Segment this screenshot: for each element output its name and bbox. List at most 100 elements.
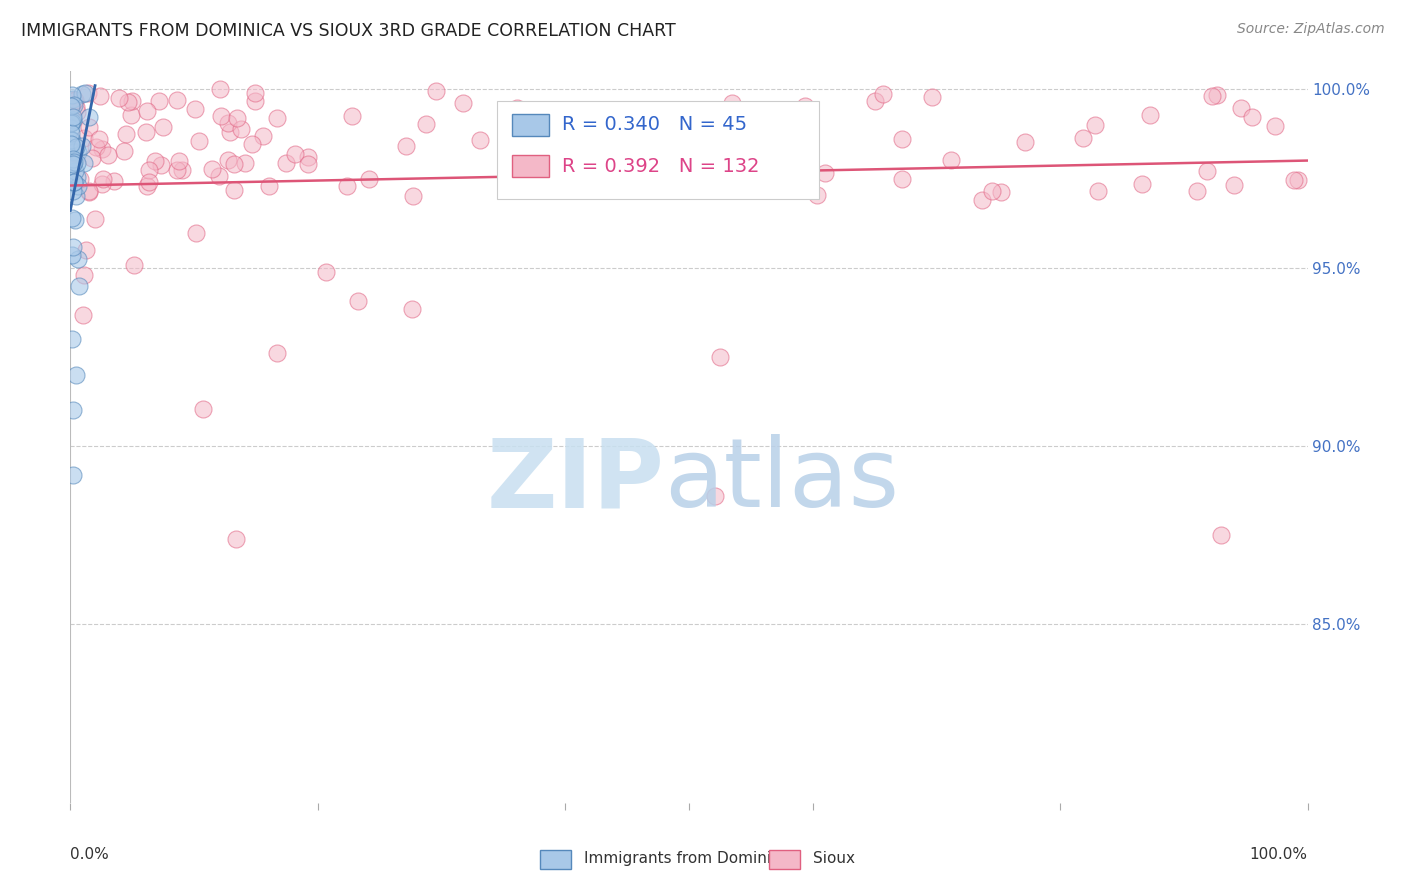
Point	[65, 368, 87, 382]
Point	[863, 94, 886, 108]
Text: 0.0%: 0.0%	[70, 847, 110, 862]
Text: IMMIGRANTS FROM DOMINICA VS SIOUX 3RD GRADE CORRELATION CHART: IMMIGRANTS FROM DOMINICA VS SIOUX 3RD GR…	[21, 22, 676, 40]
Point	[66, 105, 89, 120]
Point	[149, 158, 172, 172]
Point	[63, 94, 86, 108]
Point	[77, 86, 100, 100]
Point	[66, 169, 89, 184]
Point	[62, 153, 84, 167]
Point	[66, 252, 89, 266]
Point	[91, 142, 114, 156]
Point	[103, 174, 125, 188]
Point	[1223, 178, 1246, 192]
Bar	[769, 850, 800, 869]
Point	[60, 133, 83, 147]
Point	[114, 127, 136, 141]
Point	[1087, 184, 1109, 198]
Point	[201, 161, 224, 176]
Point	[191, 401, 214, 416]
Point	[135, 125, 157, 139]
Point	[276, 156, 298, 170]
Point	[1130, 177, 1153, 191]
Point	[1209, 528, 1232, 542]
Point	[188, 134, 211, 148]
Point	[143, 154, 166, 169]
Point	[117, 95, 139, 110]
Point	[59, 133, 82, 147]
Point	[245, 87, 267, 101]
Point	[59, 126, 82, 140]
Point	[60, 114, 83, 128]
Point	[395, 139, 418, 153]
Point	[62, 175, 84, 189]
Point	[65, 189, 87, 203]
Point	[498, 137, 520, 152]
Point	[217, 153, 239, 168]
Point	[891, 131, 914, 145]
Point	[91, 172, 114, 186]
Point	[184, 226, 207, 240]
Point	[208, 82, 231, 96]
Text: atlas: atlas	[664, 434, 900, 527]
Point	[166, 163, 188, 178]
Point	[617, 138, 640, 153]
Point	[257, 178, 280, 193]
Point	[63, 164, 86, 178]
Point	[266, 111, 288, 125]
Point	[297, 149, 319, 163]
Point	[69, 171, 91, 186]
Point	[87, 132, 110, 146]
Point	[62, 144, 84, 158]
Point	[1282, 172, 1305, 186]
Point	[516, 106, 538, 120]
Point	[91, 177, 114, 191]
Point	[347, 294, 370, 309]
Point	[77, 120, 100, 135]
Point	[73, 131, 96, 145]
Point	[872, 87, 894, 102]
Point	[70, 138, 93, 153]
Point	[138, 175, 160, 189]
Point	[60, 248, 83, 262]
Bar	[512, 114, 550, 136]
Point	[62, 145, 84, 159]
Point	[425, 84, 447, 98]
Point	[793, 99, 815, 113]
Point	[63, 93, 86, 107]
Point	[627, 179, 650, 194]
Point	[62, 113, 84, 128]
Point	[208, 169, 231, 183]
Point	[252, 129, 274, 144]
Point	[813, 166, 835, 180]
Point	[980, 184, 1002, 198]
Point	[284, 146, 307, 161]
Text: R = 0.392   N = 132: R = 0.392 N = 132	[561, 157, 759, 176]
Point	[796, 133, 818, 147]
Point	[60, 98, 83, 112]
Point	[1230, 101, 1253, 115]
Point	[243, 94, 266, 108]
Point	[1071, 130, 1094, 145]
Point	[222, 157, 245, 171]
Point	[166, 94, 188, 108]
Point	[136, 178, 159, 193]
Point	[402, 188, 425, 202]
Point	[148, 94, 170, 108]
Point	[66, 145, 89, 159]
Text: Immigrants from Dominica: Immigrants from Dominica	[583, 851, 789, 866]
Point	[505, 101, 527, 115]
Point	[170, 162, 193, 177]
Point	[60, 116, 83, 130]
Point	[506, 106, 529, 120]
Point	[60, 88, 83, 103]
Point	[72, 156, 94, 170]
Point	[63, 98, 86, 112]
Text: Sioux: Sioux	[813, 851, 855, 866]
Point	[62, 110, 84, 124]
Point	[359, 172, 381, 186]
Point	[233, 156, 256, 170]
Point	[240, 137, 263, 152]
Point	[972, 193, 994, 207]
Point	[470, 133, 492, 147]
Text: ZIP: ZIP	[486, 434, 664, 527]
